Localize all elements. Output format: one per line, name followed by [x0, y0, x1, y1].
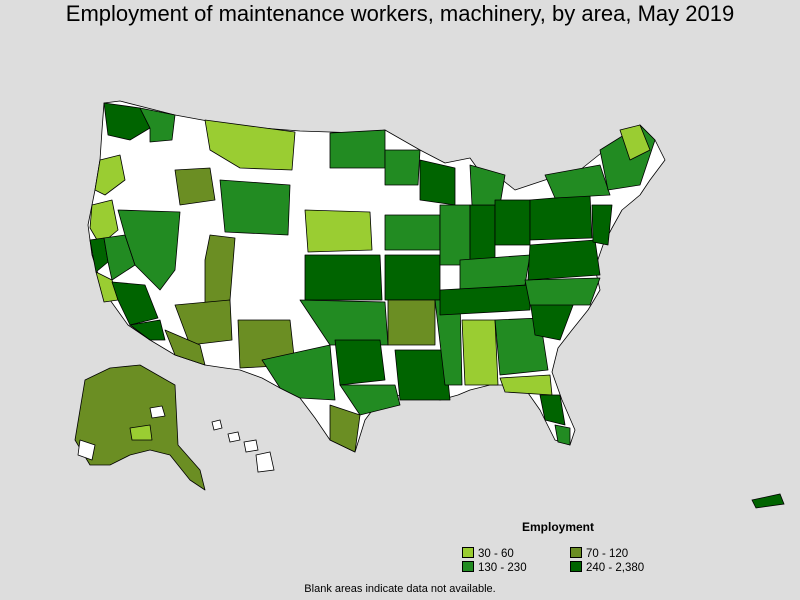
legend-swatch-olive [570, 547, 582, 558]
region-washington-east [139, 107, 176, 143]
region-south-texas [329, 404, 361, 453]
region-virginia [527, 239, 601, 281]
region-puerto-rico [751, 493, 785, 509]
region-west-texas [261, 344, 336, 401]
hawaii [211, 419, 275, 473]
region-washington-west [103, 102, 151, 141]
contiguous-us [87, 100, 666, 453]
region-oregon-coast [94, 154, 126, 196]
region-kentucky [459, 254, 531, 291]
puerto-rico [751, 493, 785, 509]
region-alaska-west-blank [77, 439, 96, 461]
region-pennsylvania [529, 194, 593, 241]
region-hawaii-2 [227, 431, 241, 443]
region-los-angeles [111, 281, 159, 326]
region-florida-south [554, 424, 571, 446]
region-nebraska [304, 209, 373, 253]
legend-swatch-dark [570, 561, 582, 572]
legend-label: 70 - 120 [586, 548, 629, 560]
region-utah [204, 234, 236, 306]
region-tennessee [439, 284, 531, 316]
region-san-diego [129, 319, 166, 341]
region-montana [204, 119, 296, 171]
region-anchorage [129, 424, 153, 441]
map-title: Employment of maintenance workers, machi… [65, 1, 735, 26]
region-new-york [544, 164, 611, 199]
region-kansas [304, 254, 383, 301]
legend-label: 240 - 2,380 [586, 562, 645, 574]
region-maine [619, 124, 651, 161]
region-alabama [461, 319, 499, 386]
legend-swatch-green [462, 561, 474, 572]
region-central-valley [103, 234, 136, 281]
region-hawaii-4 [255, 451, 275, 473]
alaska [74, 364, 206, 491]
region-nj-md [591, 204, 613, 246]
region-dallas [334, 339, 386, 386]
region-ohio [494, 199, 531, 246]
region-arizona-south [164, 329, 206, 366]
region-idaho-southwest [174, 167, 216, 206]
legend-label: 30 - 60 [478, 548, 514, 560]
region-missouri [384, 254, 441, 301]
legend-swatch-light [462, 547, 474, 558]
region-alaska-blank [149, 405, 166, 419]
region-louisiana [394, 349, 451, 401]
region-michigan [469, 164, 506, 206]
region-wyoming [219, 179, 291, 236]
region-nevada [117, 209, 181, 291]
legend-title: Employment [522, 520, 595, 534]
region-iowa [384, 214, 441, 251]
region-arizona-north [174, 299, 233, 346]
legend-item-70-120: 70 - 120 [570, 547, 628, 561]
region-north-carolina [524, 277, 601, 306]
region-indiana [469, 204, 496, 261]
legend-label: 130 - 230 [478, 562, 527, 574]
region-florida-central [539, 394, 566, 426]
legend-item-30-60: 30 - 60 [462, 547, 514, 561]
region-hawaii-3 [243, 439, 259, 453]
region-florida-north [499, 374, 553, 396]
region-arkansas [387, 299, 436, 346]
footnote: Blank areas indicate data not available. [304, 583, 496, 595]
region-hawaii-1 [211, 419, 223, 431]
legend-item-130-230: 130 - 230 [462, 561, 527, 575]
region-wisconsin [419, 159, 456, 206]
region-illinois [439, 204, 471, 266]
legend: Employment 30 - 60 70 - 120 130 - 230 24… [462, 520, 662, 578]
region-north-dakota [329, 129, 386, 169]
legend-item-240-2380: 240 - 2,380 [570, 561, 644, 575]
region-houston [339, 384, 401, 416]
region-minnesota-west [384, 149, 421, 186]
